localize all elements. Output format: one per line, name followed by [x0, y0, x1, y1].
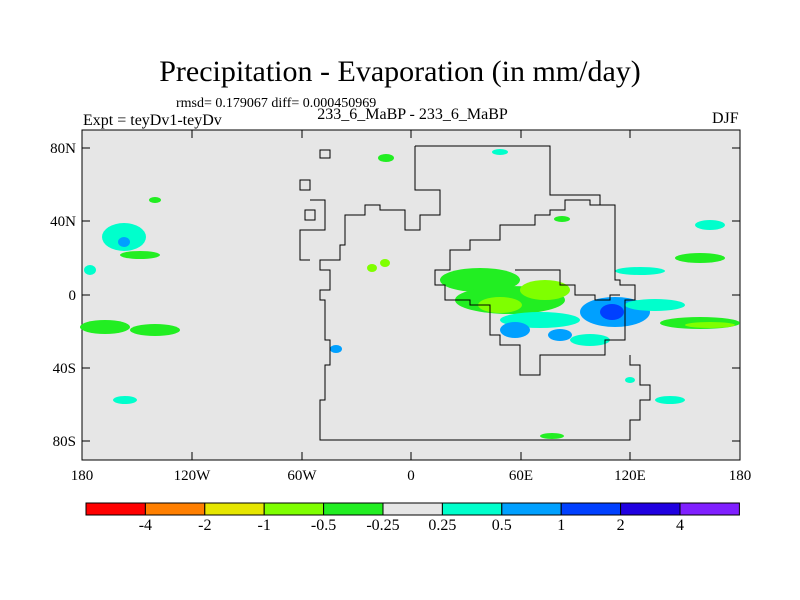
x-tick-label: 120E [614, 468, 646, 484]
colorbar-label: -1 [257, 517, 271, 534]
patch [600, 304, 624, 320]
patch [540, 433, 564, 439]
colorbar-label: 0.5 [491, 517, 512, 534]
run-subtitle: 233_6_MaBP - 233_6_MaBP [317, 106, 508, 123]
coastlines [299, 145, 651, 441]
y-tick-label: 0 [69, 288, 77, 304]
y-tick-label: 40N [50, 214, 76, 230]
patch [675, 253, 725, 263]
patch [380, 259, 390, 267]
colorbar-swatch [679, 502, 740, 516]
colorbar-swatch [560, 502, 622, 516]
colorbar-swatch [501, 502, 562, 516]
patch [130, 324, 180, 336]
patch [84, 265, 96, 275]
colorbar-label: 1 [557, 517, 566, 534]
x-tick-label: 120W [174, 468, 212, 484]
colorbar-label: -0.5 [310, 517, 337, 534]
patch [520, 280, 570, 300]
colorbar-swatch [144, 502, 206, 516]
patch [615, 267, 665, 275]
colorbar-label: 0.25 [428, 517, 457, 534]
patch [113, 396, 137, 404]
anomaly-patches [80, 149, 740, 439]
patch [548, 329, 572, 341]
x-tick-label: 180 [71, 468, 94, 484]
axis-ticks [81, 130, 741, 460]
patch [80, 320, 130, 334]
colorbar-swatch [263, 502, 325, 516]
patch [625, 299, 685, 311]
patch [440, 268, 520, 292]
patch [478, 297, 522, 313]
patch [378, 154, 394, 162]
stats-text: rmsd= 0.179067 diff= 0.000450969 [176, 96, 377, 111]
patch [120, 251, 160, 259]
experiment-label: Expt = teyDv1-teyDv [83, 112, 222, 129]
patch [570, 334, 610, 346]
patch [500, 322, 530, 338]
patch [118, 237, 130, 247]
colorbar-swatch [204, 502, 265, 516]
y-tick-label: 40S [53, 361, 76, 377]
continent-outline [415, 145, 636, 376]
colorbar-label: 4 [676, 517, 684, 534]
x-tick-label: 60E [509, 468, 533, 484]
island-outlines [299, 149, 331, 261]
colorbar-label: -2 [198, 517, 212, 534]
patch [330, 345, 342, 353]
colorbar-label: 2 [616, 517, 625, 534]
colorbar-swatch [323, 502, 384, 516]
patch [625, 377, 635, 383]
x-tick-label: 180 [729, 468, 752, 484]
patch [685, 322, 735, 328]
inner-coast [515, 269, 620, 301]
y-tick-label: 80N [50, 141, 76, 157]
colorbar-swatch [620, 502, 681, 516]
season-label: DJF [712, 110, 739, 127]
x-tick-label: 60W [287, 468, 317, 484]
colorbar-label: -4 [138, 517, 153, 534]
x-tick-label: 0 [407, 468, 415, 484]
colorbar-swatch [85, 502, 146, 516]
map-background [81, 129, 741, 461]
continent-outline-south [319, 146, 651, 441]
patch [492, 149, 508, 155]
patch [367, 264, 377, 272]
y-tick-label: 80S [53, 434, 76, 450]
patch [554, 216, 570, 222]
colorbar-swatch [382, 502, 443, 516]
patch [655, 396, 685, 404]
chart-title: Precipitation - Evaporation (in mm/day) [159, 55, 641, 88]
colorbar-label: -0.25 [366, 517, 400, 534]
patch [695, 220, 725, 230]
patch [149, 197, 161, 203]
colorbar-swatch [441, 502, 503, 516]
colorbar [85, 502, 740, 516]
